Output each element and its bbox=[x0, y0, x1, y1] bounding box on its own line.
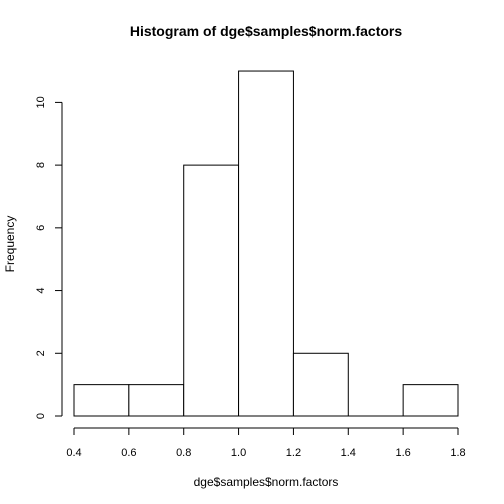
histogram-bar-4 bbox=[292, 352, 349, 417]
y-tick-label-0: 0 bbox=[35, 413, 47, 419]
x-tick-label-0: 0.4 bbox=[66, 447, 81, 459]
chart-title: Histogram of dge$samples$norm.factors bbox=[130, 23, 403, 39]
y-axis: 0 2 4 6 8 10 bbox=[35, 96, 63, 419]
x-tick-label-5: 1.4 bbox=[341, 447, 356, 459]
y-tick-label-2: 4 bbox=[35, 287, 47, 293]
histogram-bar-0 bbox=[73, 384, 130, 417]
histogram-bar-3 bbox=[238, 70, 294, 417]
y-tick-label-3: 6 bbox=[35, 225, 47, 231]
y-tick-label-1: 2 bbox=[35, 350, 47, 356]
histogram-bar-1 bbox=[128, 384, 185, 417]
x-tick-label-3: 1.0 bbox=[231, 447, 246, 459]
x-axis-label: dge$samples$norm.factors bbox=[194, 475, 339, 489]
y-axis-label: Frequency bbox=[3, 216, 17, 273]
x-tick-label-4: 1.2 bbox=[286, 447, 301, 459]
x-tick-label-2: 0.8 bbox=[176, 447, 191, 459]
bars-group bbox=[73, 70, 459, 417]
histogram-bar-6 bbox=[402, 384, 459, 417]
y-tick-label-5: 10 bbox=[35, 96, 47, 108]
x-axis: 0.4 0.6 0.8 1.0 1.2 1.4 1.6 1.8 bbox=[66, 427, 466, 459]
x-tick-label-7: 1.8 bbox=[450, 447, 465, 459]
x-tick-label-6: 1.6 bbox=[395, 447, 410, 459]
histogram-bar-2 bbox=[183, 164, 240, 417]
x-tick-label-1: 0.6 bbox=[121, 447, 136, 459]
y-tick-label-4: 8 bbox=[35, 162, 47, 168]
